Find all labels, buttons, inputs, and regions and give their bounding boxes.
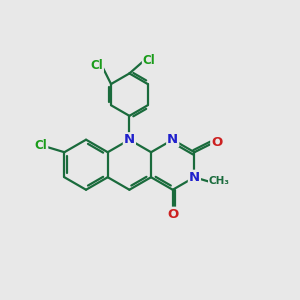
Text: N: N — [189, 171, 200, 184]
Text: Cl: Cl — [34, 140, 47, 152]
Text: O: O — [211, 136, 223, 149]
Text: Cl: Cl — [143, 54, 155, 67]
Text: O: O — [167, 208, 178, 221]
Text: N: N — [167, 133, 178, 146]
Text: CH₃: CH₃ — [209, 176, 230, 186]
Text: Cl: Cl — [90, 59, 103, 72]
Text: N: N — [124, 133, 135, 146]
